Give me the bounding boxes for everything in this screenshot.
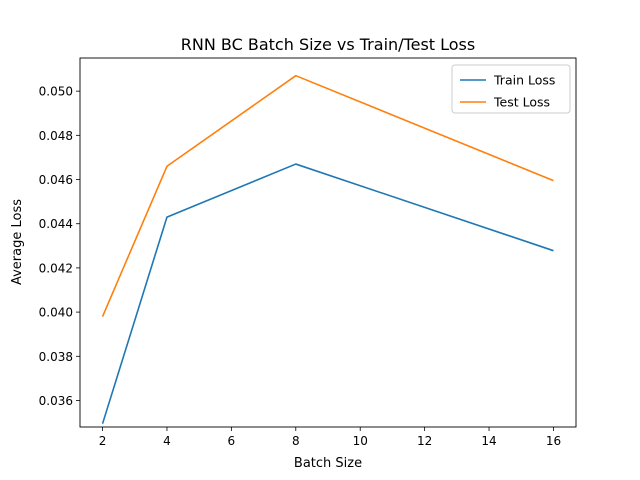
plot-frame [79, 57, 577, 428]
y-tick-label: 0.048 [39, 129, 73, 143]
plot-area: 2 4 6 8 10 12 14 16 0.036 0.038 0.040 0.042 0.044 0.0… [39, 57, 577, 448]
chart-title: RNN BC Batch Size vs Train/Test Loss [181, 35, 475, 54]
y-axis-label: Average Loss [10, 199, 25, 285]
series-line-test-loss [101, 74, 554, 317]
y-tick-label: 0.042 [39, 261, 73, 275]
series-line-train-loss [101, 163, 554, 424]
legend-label: Train Loss [493, 73, 555, 88]
x-tick-label: 6 [228, 434, 236, 448]
x-tick-label: 10 [353, 434, 368, 448]
legend-box [451, 64, 571, 114]
y-tick-label: 0.044 [39, 217, 73, 231]
x-tick-label: 12 [417, 434, 432, 448]
legend-label: Test Loss [493, 95, 550, 110]
x-tick-label: 14 [481, 434, 496, 448]
y-tick-label: 0.040 [39, 306, 73, 320]
y-tick-label: 0.050 [39, 85, 73, 99]
y-tick-label: 0.038 [39, 350, 73, 364]
y-tick-label: 0.036 [39, 394, 73, 408]
x-tick-label: 8 [292, 434, 300, 448]
x-tick-label: 4 [163, 434, 171, 448]
y-tick-label: 0.046 [39, 173, 73, 187]
x-axis-label: Batch Size [294, 456, 362, 471]
x-tick-label: 16 [546, 434, 561, 448]
x-tick-label: 2 [99, 434, 107, 448]
legend: Train Loss Test Loss [451, 64, 571, 114]
